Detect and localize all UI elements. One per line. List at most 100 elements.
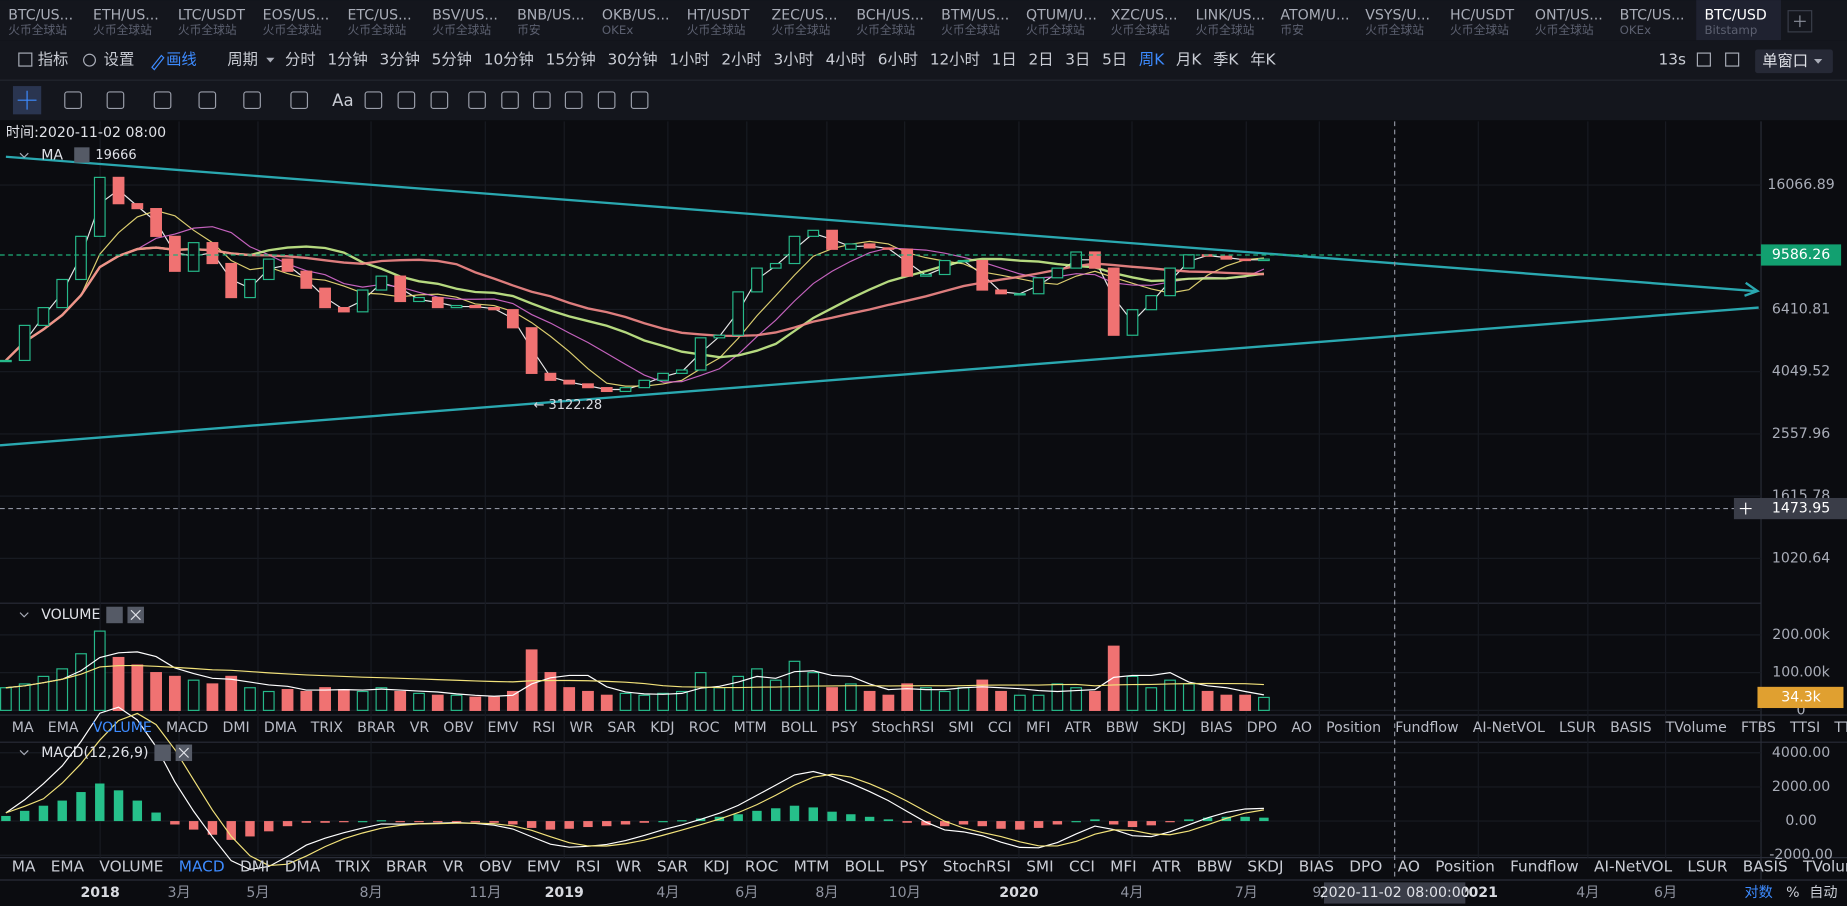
interval-button[interactable]: 3小时: [774, 51, 814, 69]
indicator-tab[interactable]: PSY: [899, 858, 928, 876]
indicator-tab[interactable]: RSI: [532, 720, 555, 736]
indicator-tab[interactable]: DMA: [264, 720, 297, 736]
text-tool[interactable]: Aa: [332, 91, 353, 110]
tab-symbol[interactable]: ATOM/U...: [1280, 7, 1349, 23]
tab-symbol[interactable]: VSYS/U...: [1365, 7, 1430, 23]
indicator-tab[interactable]: SKDJ: [1247, 858, 1283, 876]
indicator-tab[interactable]: ROC: [689, 720, 720, 736]
indicator-tab[interactable]: BRAR: [357, 720, 396, 736]
draw-tool-icon[interactable]: [501, 91, 519, 110]
tab-symbol[interactable]: OKB/US...: [602, 7, 670, 23]
indicator-tab[interactable]: EMV: [527, 858, 561, 876]
indicator-tab[interactable]: BBW: [1197, 858, 1233, 876]
draw-tool-icon[interactable]: [533, 91, 551, 110]
interval-button[interactable]: 5分钟: [432, 51, 472, 69]
panel-settings-icon[interactable]: [106, 606, 123, 624]
draw-tool-icon[interactable]: [630, 91, 649, 110]
interval-button[interactable]: 3分钟: [380, 51, 420, 69]
indicator-tab[interactable]: WR: [616, 858, 642, 876]
indicator-tab[interactable]: MFI: [1026, 720, 1050, 736]
tab-symbol[interactable]: BNB/US...: [517, 7, 584, 23]
interval-button[interactable]: 12小时: [930, 51, 980, 69]
add-tab-button[interactable]: [1787, 10, 1813, 33]
interval-button[interactable]: 周K: [1139, 51, 1165, 69]
tab-exchange[interactable]: 火币全球站: [93, 23, 152, 37]
draw-tool-icon[interactable]: [430, 91, 449, 110]
panel-settings-icon[interactable]: [154, 744, 171, 762]
scale-option[interactable]: %: [1786, 885, 1799, 901]
indicator-tab[interactable]: VR: [443, 858, 464, 876]
indicator-tab[interactable]: EMA: [51, 858, 85, 876]
interval-button[interactable]: 3日: [1065, 51, 1090, 69]
indicator-tab[interactable]: BBW: [1106, 720, 1139, 736]
indicator-tab[interactable]: MTM: [794, 858, 830, 876]
indicator-tab[interactable]: DMI: [222, 720, 249, 736]
tab-exchange[interactable]: 火币全球站: [941, 23, 1000, 37]
indicator-tab[interactable]: DMA: [285, 858, 321, 876]
indicator-tab[interactable]: KDJ: [650, 720, 674, 736]
window-select-bg[interactable]: [1755, 49, 1833, 74]
period-label[interactable]: 周期: [227, 51, 258, 69]
indicator-tab[interactable]: MA: [12, 720, 34, 736]
indicator-tab[interactable]: AI-NetVOL: [1594, 858, 1673, 876]
tab-exchange[interactable]: 火币全球站: [1365, 23, 1424, 37]
indicator-tab[interactable]: StochRSI: [943, 858, 1011, 876]
indicator-tab[interactable]: OBV: [443, 720, 473, 736]
tab-exchange[interactable]: Bitstamp: [1704, 23, 1757, 37]
tab-symbol[interactable]: EOS/US...: [263, 7, 330, 23]
fullscreen-icon[interactable]: [1696, 52, 1711, 67]
tab-exchange[interactable]: 币安: [517, 23, 541, 37]
interval-button[interactable]: 2日: [1028, 51, 1053, 69]
interval-button[interactable]: 15分钟: [546, 51, 596, 69]
tab-symbol[interactable]: XZC/US...: [1111, 7, 1178, 23]
tab-symbol[interactable]: BTC/US...: [1620, 7, 1685, 23]
indicator-tab[interactable]: TTSI: [1789, 720, 1820, 736]
draw-tool-icon[interactable]: [106, 91, 125, 110]
indicator-tab[interactable]: MA: [12, 858, 36, 876]
scale-option[interactable]: 对数: [1745, 885, 1773, 901]
indicator-tab[interactable]: DPO: [1349, 858, 1382, 876]
window-select[interactable]: 单窗口: [1762, 52, 1808, 70]
tab-symbol[interactable]: LTC/USDT: [178, 7, 246, 23]
indicator-tab[interactable]: SMI: [1026, 858, 1053, 876]
indicator-tab[interactable]: VOLUME: [93, 720, 152, 736]
indicator-tab[interactable]: DPO: [1247, 720, 1278, 736]
tab-exchange[interactable]: 火币全球站: [687, 23, 746, 37]
draw-tool-icon[interactable]: [243, 91, 261, 110]
interval-button[interactable]: 分时: [285, 51, 316, 69]
interval-button[interactable]: 1日: [992, 51, 1017, 69]
tab-symbol[interactable]: HT/USDT: [687, 7, 750, 23]
interval-button[interactable]: 10分钟: [484, 51, 534, 69]
indicator-tab[interactable]: TVolume: [1665, 720, 1727, 736]
interval-button[interactable]: 5日: [1102, 51, 1127, 69]
indicator-tab[interactable]: BIAS: [1299, 858, 1334, 876]
indicator-tab[interactable]: CCI: [1069, 858, 1095, 876]
indicator-tab[interactable]: MACD: [179, 858, 225, 876]
tab-exchange[interactable]: OKEx: [1620, 23, 1651, 37]
scale-option[interactable]: 自动: [1809, 885, 1837, 901]
indicator-tab[interactable]: CCI: [988, 720, 1012, 736]
tab-symbol[interactable]: ONT/US...: [1535, 7, 1603, 23]
interval-button[interactable]: 季K: [1213, 51, 1239, 69]
interval-button[interactable]: 月K: [1176, 51, 1202, 69]
indicator-tab[interactable]: Position: [1435, 858, 1495, 876]
indicator-tab[interactable]: DMI: [240, 858, 270, 876]
tab-symbol[interactable]: HC/USDT: [1450, 7, 1514, 23]
indicator-button[interactable]: 指标: [38, 51, 69, 69]
interval-button[interactable]: 30分钟: [607, 51, 657, 69]
tab-exchange[interactable]: 火币全球站: [1026, 23, 1085, 37]
draw-tool-icon[interactable]: [564, 91, 583, 110]
tab-exchange[interactable]: OKEx: [602, 23, 633, 37]
indicator-tab[interactable]: SAR: [657, 858, 688, 876]
indicator-tab[interactable]: OBV: [479, 858, 512, 876]
tab-exchange[interactable]: 火币全球站: [178, 23, 237, 37]
interval-button[interactable]: 年K: [1250, 51, 1276, 69]
indicator-tab[interactable]: VR: [410, 720, 430, 736]
indicator-tab[interactable]: StochRSI: [872, 720, 935, 736]
indicator-tab[interactable]: MACD: [166, 720, 208, 736]
indicator-tab[interactable]: MFI: [1110, 858, 1137, 876]
draw-tool-icon[interactable]: [597, 91, 616, 110]
indicator-tab[interactable]: BASIS: [1610, 720, 1651, 736]
indicator-tab[interactable]: KDJ: [703, 858, 729, 876]
indicator-tab[interactable]: LSUR: [1687, 858, 1727, 876]
